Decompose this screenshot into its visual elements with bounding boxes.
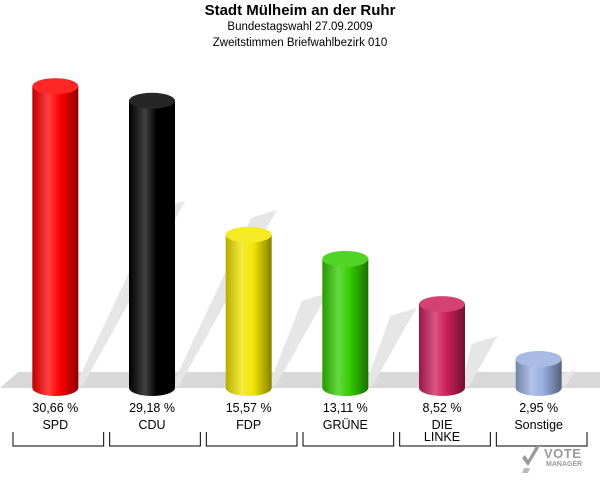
bar-shadow <box>267 292 328 388</box>
category-bracket <box>109 432 201 447</box>
value-label: 8,52 % <box>423 401 462 415</box>
bar <box>32 86 79 397</box>
category-label: GRÜNE <box>323 418 368 432</box>
checkmark-icon <box>522 446 540 473</box>
chart-title: Stadt Mülheim an der Ruhr <box>204 2 396 19</box>
category-bracket <box>12 432 105 447</box>
bar-shadow <box>461 336 498 388</box>
value-label: 13,11 % <box>323 401 368 415</box>
category-bracket <box>399 432 491 447</box>
bar <box>419 304 465 396</box>
category-label: DIE <box>432 418 453 432</box>
category-label: Sonstige <box>514 418 563 432</box>
category-bracket <box>495 432 588 447</box>
bar-top <box>32 78 79 95</box>
bar <box>322 258 369 396</box>
value-label: 29,18 % <box>129 401 175 415</box>
category-bracket <box>205 432 298 447</box>
chart-floor <box>0 372 600 388</box>
value-label: 15,57 % <box>226 401 272 415</box>
bar-top <box>225 226 272 243</box>
bar-top <box>515 350 562 367</box>
category-label: CDU <box>138 418 165 432</box>
value-label: 2,95 % <box>519 401 558 415</box>
chart-subtitle-2: Zweitstimmen Briefwahlbezirk 010 <box>212 37 388 49</box>
logo-subtext: MANAGER <box>546 461 583 468</box>
category-bracket <box>302 432 395 447</box>
value-label: 30,66 % <box>32 401 78 415</box>
bar <box>515 358 562 396</box>
logo-text: VOTE <box>544 446 582 461</box>
bar-shadow <box>364 307 417 388</box>
bar-top <box>322 250 369 267</box>
category-label: LINKE <box>424 430 460 444</box>
bar <box>225 234 272 396</box>
bar-top <box>129 92 175 109</box>
category-label: SPD <box>42 418 68 432</box>
chart-subtitle: Bundestagswahl 27.09.2009 <box>227 21 373 33</box>
bar-top <box>419 296 465 313</box>
category-label: FDP <box>236 418 261 432</box>
vote-manager-logo: VOTE MANAGER <box>520 444 592 474</box>
bar <box>129 100 175 397</box>
